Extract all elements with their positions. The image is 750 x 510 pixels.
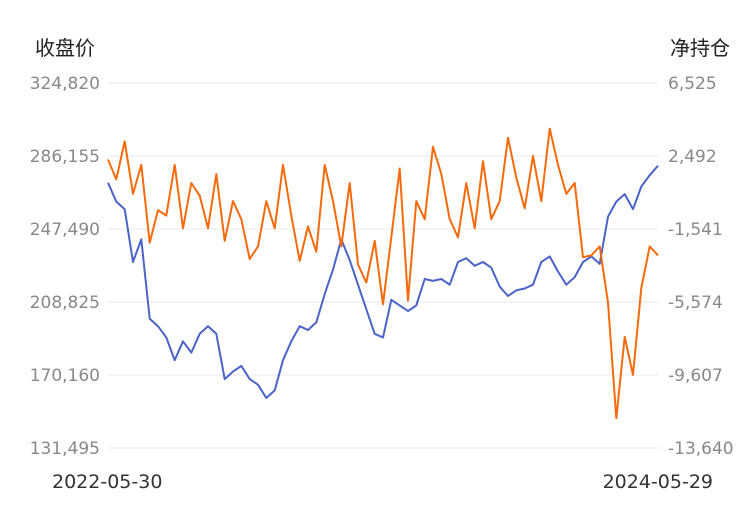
right-tick-label: -13,640 (668, 439, 734, 459)
left-axis-ticks: 324,820 286,155 247,490 208,825 170,160 131,4… (30, 74, 100, 459)
net-series-line (107, 127, 659, 420)
right-axis-title: 净持仓 (670, 36, 730, 60)
close-series-line (107, 165, 659, 399)
left-tick-label: 247,490 (30, 220, 100, 240)
left-axis-title: 收盘价 (35, 36, 95, 60)
left-tick-label: 170,160 (30, 366, 100, 386)
left-tick-label: 286,155 (30, 147, 100, 167)
right-tick-label: 2,492 (668, 147, 717, 167)
x-tick-start: 2022-05-30 (52, 471, 162, 493)
series-lines (107, 127, 659, 420)
x-tick-end: 2024-05-29 (603, 471, 713, 493)
left-tick-label: 324,820 (30, 74, 100, 94)
right-axis-ticks: 6,525 2,492 -1,541 -5,574 -9,607 -13,640 (668, 74, 734, 459)
left-tick-label: 208,825 (30, 293, 100, 313)
gridlines (108, 82, 658, 449)
right-tick-label: -9,607 (668, 366, 723, 386)
right-tick-label: -5,574 (668, 293, 723, 313)
right-tick-label: -1,541 (668, 220, 723, 240)
left-tick-label: 131,495 (30, 439, 100, 459)
right-tick-label: 6,525 (668, 74, 717, 94)
